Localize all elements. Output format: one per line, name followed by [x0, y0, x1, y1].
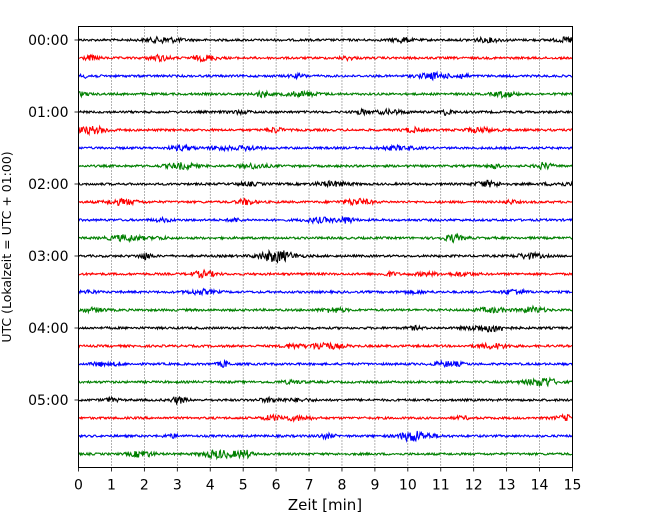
trace-0345	[78, 304, 573, 315]
x-tick-label: 6	[272, 478, 281, 494]
y-tick-label: 00:00	[28, 33, 68, 49]
x-tick-label: 14	[531, 478, 549, 494]
x-tick-label: 10	[399, 478, 417, 494]
x-tick-label: 9	[370, 478, 379, 494]
trace-0230	[78, 215, 573, 225]
x-tick-label: 2	[140, 478, 149, 494]
trace-0100	[78, 107, 573, 117]
x-tick-label: 7	[305, 478, 314, 494]
trace-0200	[78, 179, 574, 189]
trace-0415	[77, 341, 573, 351]
x-tick-label: 5	[239, 478, 248, 494]
x-tick-label: 3	[173, 478, 182, 494]
plot-frame	[78, 26, 573, 468]
x-tick-label: 12	[465, 478, 483, 494]
x-tick-label: 4	[206, 478, 215, 494]
x-axis: 0 1 2 3 4 5 6 7 8 9 10 11 12 13 14 15	[74, 467, 582, 494]
trace-0130	[78, 143, 573, 153]
y-tick-label: 05:00	[28, 393, 68, 409]
trace-0530	[78, 430, 573, 444]
y-tick-label: 04:00	[28, 321, 68, 337]
x-tick-label: 1	[107, 478, 116, 494]
trace-0000	[78, 35, 573, 45]
y-tick-label: 02:00	[28, 177, 68, 193]
trace-0245	[77, 232, 573, 244]
trace-0330	[78, 287, 573, 297]
x-tick-label: 15	[564, 478, 582, 494]
trace-0500	[78, 395, 573, 406]
trace-0215	[78, 197, 573, 207]
trace-0515	[78, 413, 573, 423]
trace-0300	[78, 248, 573, 264]
trace-0400	[78, 324, 574, 333]
y-tick-label: 01:00	[28, 105, 68, 121]
trace-0015	[78, 53, 573, 63]
trace-0145	[78, 161, 574, 172]
trace-0445	[78, 376, 573, 388]
trace-0115	[78, 124, 573, 137]
trace-0545	[78, 449, 573, 461]
y-axis-label: UTC (Lokalzeit = UTC + 01:00)	[0, 151, 14, 342]
trace-0430	[78, 358, 574, 369]
trace-group	[77, 35, 574, 461]
x-tick-label: 13	[498, 478, 516, 494]
trace-0045	[78, 89, 574, 100]
y-tick-label: 03:00	[28, 249, 68, 265]
x-tick-label: 11	[432, 478, 450, 494]
y-axis: 00:00 01:00 02:00 03:00 04:00 05:00	[28, 33, 79, 409]
x-tick-label: 0	[74, 478, 83, 494]
trace-0315	[78, 268, 573, 279]
x-tick-label: 8	[338, 478, 347, 494]
trace-0030	[77, 70, 573, 82]
x-axis-label: Zeit [min]	[288, 496, 362, 514]
